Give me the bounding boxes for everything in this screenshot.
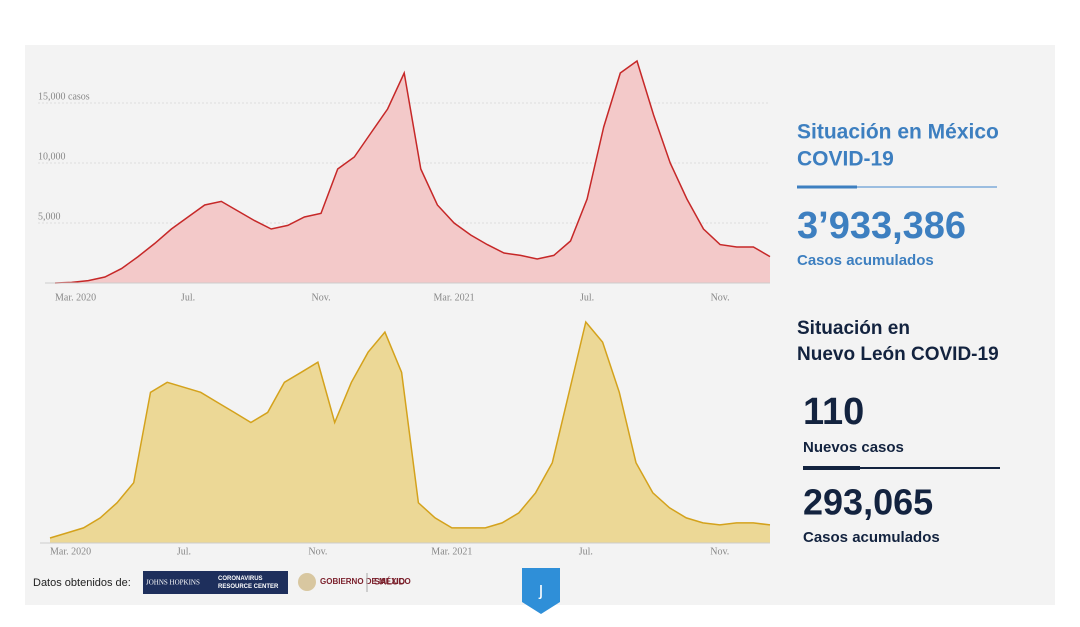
total-cases: 293,065	[803, 482, 933, 523]
area-fill	[55, 61, 770, 283]
nuevo-leon-chart: Mar. 2020 Jul. Nov. Mar. 2021 Jul. Nov.	[40, 320, 771, 557]
x-tick-label: Nov.	[710, 546, 729, 557]
mexico-chart: 5,000 10,000 15,000 casos Mar. 2020 Jul. Nov.…	[38, 59, 771, 303]
new-cases: 110	[803, 391, 864, 433]
x-tick-label: Mar. 2020	[50, 546, 91, 557]
x-tick-label: Jul.	[580, 292, 594, 303]
panel-title: COVID-19	[797, 148, 894, 171]
logo	[143, 571, 288, 594]
x-tick-label: Nov.	[312, 292, 331, 303]
y-tick-label: 10,000	[38, 151, 66, 162]
total-label: Casos acumulados	[797, 252, 934, 269]
logo-text: GOBIERNO DE MÉXICO	[320, 577, 411, 586]
logo-text: CORONAVIRUS RESOURCE CENTER	[218, 576, 279, 590]
x-tick-label: Nov.	[711, 292, 730, 303]
total-cases: 3’933,386	[797, 205, 966, 247]
area-fill	[50, 322, 770, 543]
logo-icon	[522, 568, 560, 614]
total-label: Casos acumulados	[803, 529, 940, 546]
logo-text: JOHNS HOPKINS	[146, 579, 200, 587]
logo-emblem	[298, 573, 316, 591]
y-tick-label: 15,000 casos	[38, 91, 90, 102]
logo-glyph: ȷ	[538, 579, 543, 599]
x-tick-label: Jul.	[579, 546, 593, 557]
panel-title: Situación en México	[797, 121, 999, 144]
panel-title: Situación en	[797, 318, 910, 339]
x-tick-label: Mar. 2021	[431, 546, 472, 557]
x-tick-label: Nov.	[308, 546, 327, 557]
y-tick-label: 5,000	[38, 211, 61, 222]
x-tick-label: Jul.	[177, 546, 191, 557]
logo-box: CORONAVIRUS RESOURCE CENTER	[218, 576, 279, 590]
logo-text: SALUD	[374, 576, 405, 586]
new-label: Nuevos casos	[803, 439, 904, 456]
panel-title: Nuevo León COVID-19	[797, 344, 999, 365]
x-tick-label: Jul.	[181, 292, 195, 303]
source-label: Datos obtenidos de:	[33, 577, 131, 589]
area-line	[54, 59, 771, 284]
x-tick-label: Mar. 2020	[55, 292, 96, 303]
x-tick-label: Mar. 2021	[434, 292, 475, 303]
area-line	[49, 320, 771, 539]
